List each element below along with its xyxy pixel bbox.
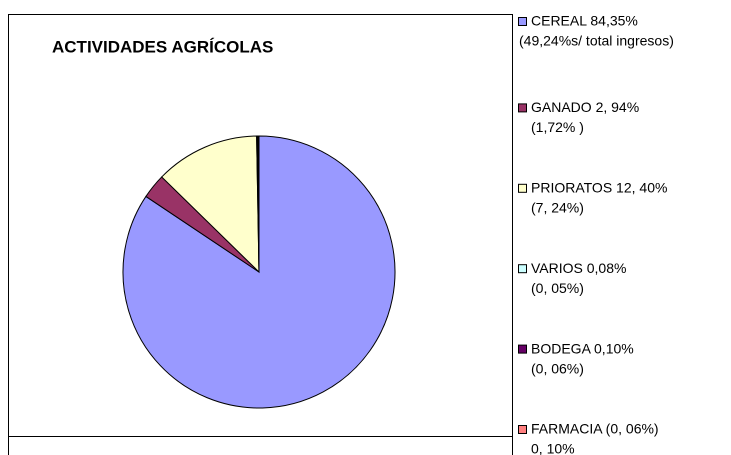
legend-swatch [518, 425, 527, 434]
legend-sublabel: (0, 05%) [531, 280, 584, 296]
legend-sublabel: (1,72% ) [531, 119, 584, 135]
plot-border [8, 14, 513, 455]
legend-label: CEREAL 84,35% [531, 13, 638, 29]
legend-label: GANADO 2, 94% [531, 99, 639, 115]
legend-sublabel: (7, 24%) [531, 200, 584, 216]
legend-sublabel: (49,24%s/ total ingresos) [519, 33, 674, 49]
legend-swatch [518, 103, 527, 113]
chart-title: ACTIVIDADES AGRÍCOLAS [52, 37, 273, 56]
legend-swatch [518, 183, 527, 193]
pie-slice [257, 135, 260, 273]
pie-slice [161, 135, 260, 274]
legend-sublabel: 0, 10% [531, 441, 575, 455]
legend-label: FARMACIA (0, 06%) [531, 421, 659, 437]
legend-swatch [518, 264, 527, 274]
legend-label: VARIOS 0,08% [531, 260, 626, 276]
legend-label: PRIORATOS 12, 40% [531, 180, 667, 196]
legend-swatch [518, 17, 527, 26]
legend-label: BODEGA 0,10% [531, 340, 634, 356]
legend-swatch [518, 344, 527, 354]
legend-sublabel: (0, 06%) [531, 360, 584, 376]
